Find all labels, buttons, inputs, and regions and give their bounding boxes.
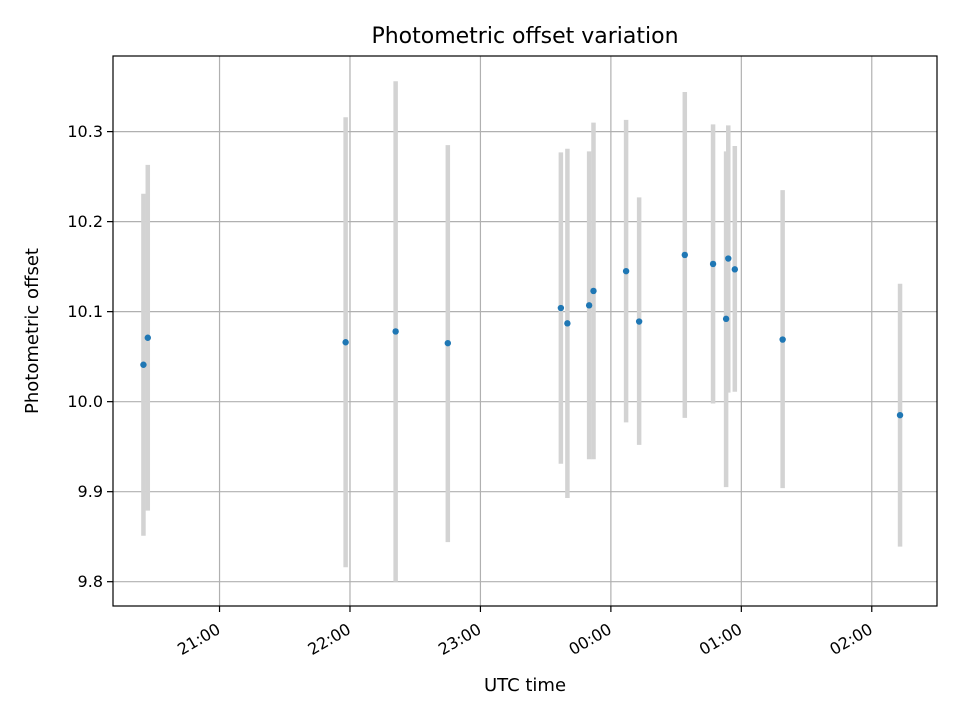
data-point bbox=[342, 339, 349, 346]
y-tick-label: 10.0 bbox=[67, 392, 103, 411]
grid bbox=[113, 56, 937, 606]
y-tick-label: 9.8 bbox=[78, 572, 103, 591]
data-point bbox=[681, 251, 688, 259]
data-point bbox=[144, 334, 151, 341]
y-tick-label: 9.9 bbox=[78, 482, 103, 501]
data-point bbox=[140, 361, 147, 368]
data-point bbox=[557, 304, 565, 312]
plot-frame bbox=[112, 55, 938, 607]
data-point bbox=[564, 320, 571, 327]
data-point bbox=[722, 315, 730, 323]
data-point bbox=[896, 411, 904, 419]
chart-title: Photometric offset variation bbox=[371, 24, 678, 49]
x-axis-label: UTC time bbox=[484, 675, 566, 696]
data-points bbox=[140, 251, 904, 419]
data-point bbox=[725, 255, 732, 262]
data-point bbox=[590, 287, 597, 295]
y-tick-label: 10.1 bbox=[67, 302, 103, 321]
data-point bbox=[444, 339, 452, 347]
y-axis: 9.8 9.9 10.0 10.1 10.2 10.3 bbox=[67, 122, 113, 591]
data-point bbox=[709, 260, 717, 268]
data-point bbox=[392, 328, 399, 335]
data-point bbox=[779, 336, 786, 343]
data-point bbox=[635, 318, 643, 325]
y-axis-label: Photometric offset bbox=[22, 248, 43, 414]
data-point bbox=[731, 266, 739, 273]
y-tick-label: 10.3 bbox=[67, 122, 103, 141]
data-point bbox=[622, 267, 630, 275]
data-point bbox=[585, 302, 593, 309]
y-tick-label: 10.2 bbox=[67, 212, 103, 231]
